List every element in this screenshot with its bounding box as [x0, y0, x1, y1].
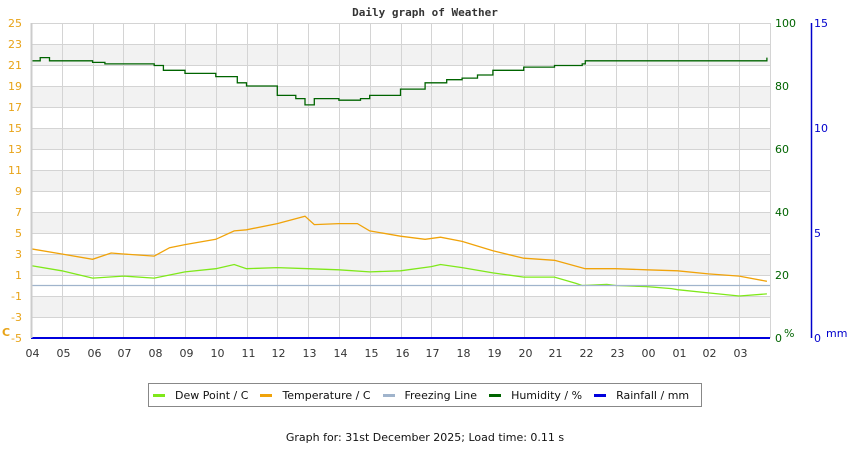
legend-item-dew-point: Dew Point / C — [153, 389, 248, 402]
y-left-tick-label: 23 — [8, 38, 22, 51]
y-left-tick-label: 11 — [8, 164, 22, 177]
footer-status: Graph for: 31st December 2025; Load time… — [285, 431, 565, 444]
y-left-tick-label: 19 — [8, 80, 22, 93]
y-left-tick-label: -1 — [11, 290, 22, 303]
y-left-tick-label: 21 — [8, 59, 22, 72]
axes: 04 05 06 07 08 09 10 11 12 13 14 15 16 17 18 19 20 21 22 23… — [2, 17, 847, 360]
x-tick-label: 03 — [734, 347, 748, 360]
legend: Dew Point / C Temperature / C Freezing L… — [148, 383, 702, 407]
x-tick-label: 01 — [673, 347, 687, 360]
data-series — [30, 56, 770, 339]
x-tick-label: 17 — [426, 347, 440, 360]
y-rain-tick-label: 15 — [814, 17, 828, 30]
x-tick-label: 21 — [549, 347, 563, 360]
x-tick-label: 10 — [211, 347, 225, 360]
freezing-line-swatch-icon — [382, 393, 395, 397]
chart-title: Daily graph of Weather — [352, 6, 498, 19]
x-tick-label: 13 — [303, 347, 317, 360]
y-humidity-tick-label: 60 — [775, 143, 789, 156]
x-tick-label: 20 — [519, 347, 533, 360]
x-tick-label: 06 — [88, 347, 102, 360]
y-left-tick-label: 5 — [15, 227, 22, 240]
y-rain-tick-label: 5 — [814, 227, 821, 240]
y-left-tick-label: 9 — [15, 185, 22, 198]
legend-label: Dew Point / C — [175, 388, 249, 402]
weather-chart: Daily graph of Weather 04 05 06 07 08 09 10 11 1… — [2, 6, 847, 360]
y-left-unit-label: C — [2, 326, 10, 339]
y-left-tick-label: -3 — [11, 311, 22, 324]
y-rain-unit-label: mm — [826, 327, 847, 340]
x-tick-label: 14 — [334, 347, 348, 360]
temperature-swatch-icon — [260, 393, 273, 397]
y-humidity-unit-label: % — [784, 327, 794, 340]
y-left-tick-label: 17 — [8, 101, 22, 114]
grid-band — [31, 128, 770, 149]
legend-item-humidity: Humidity / % — [489, 389, 582, 402]
x-tick-label: 15 — [365, 347, 379, 360]
grid-band — [31, 212, 770, 233]
x-tick-label: 05 — [57, 347, 71, 360]
y-humidity-tick-label: 100 — [775, 17, 796, 30]
x-tick-label: 08 — [149, 347, 163, 360]
dew-point-swatch-icon — [153, 393, 165, 397]
grid-band — [31, 44, 770, 65]
x-tick-label: 02 — [703, 347, 717, 360]
x-tick-label: 23 — [611, 347, 625, 360]
x-tick-label: 00 — [642, 347, 656, 360]
y-humidity-tick-label: 40 — [775, 206, 789, 219]
series-line — [30, 263, 767, 297]
x-tick-label: 12 — [272, 347, 286, 360]
grid-band — [31, 254, 770, 275]
x-tick-label: 18 — [457, 347, 471, 360]
x-tick-label: 04 — [26, 347, 40, 360]
y-left-tick-label: 13 — [8, 143, 22, 156]
legend-item-temperature: Temperature / C — [260, 388, 371, 402]
x-tick-label: 16 — [396, 347, 410, 360]
grid-bands — [31, 44, 770, 317]
legend-label: Humidity / % — [511, 388, 583, 402]
x-tick-label: 09 — [180, 347, 194, 360]
y-left-tick-label: 1 — [15, 269, 22, 282]
y-rain-tick-label: 10 — [814, 122, 828, 135]
y-rain-tick-label: 0 — [814, 332, 821, 345]
y-left-tick-label: 7 — [15, 206, 22, 219]
legend-label: Freezing Line — [404, 388, 478, 402]
y-humidity-tick-label: 80 — [775, 80, 789, 93]
legend-item-freezing-line: Freezing Line — [382, 388, 478, 402]
x-tick-label: 19 — [488, 347, 502, 360]
rainfall-swatch-icon — [594, 393, 607, 397]
legend-item-rainfall: Rainfall / mm — [594, 389, 689, 402]
y-left-tick-label: 15 — [8, 122, 22, 135]
y-humidity-tick-label: 0 — [775, 332, 782, 345]
y-left-tick-label: 25 — [8, 17, 22, 30]
x-tick-label: 07 — [118, 347, 132, 360]
legend-label: Temperature / C — [282, 388, 371, 402]
y-left-tick-label: 3 — [15, 248, 22, 261]
humidity-swatch-icon — [489, 393, 502, 397]
x-tick-label: 11 — [242, 347, 256, 360]
y-left-tick-label: -5 — [11, 332, 22, 345]
series-line — [31, 56, 768, 106]
grid-band — [31, 296, 770, 317]
y-humidity-tick-label: 20 — [775, 269, 789, 282]
grid-band — [31, 170, 770, 191]
series-line — [30, 215, 768, 282]
legend-label: Rainfall / mm — [616, 388, 690, 402]
x-tick-label: 22 — [580, 347, 594, 360]
